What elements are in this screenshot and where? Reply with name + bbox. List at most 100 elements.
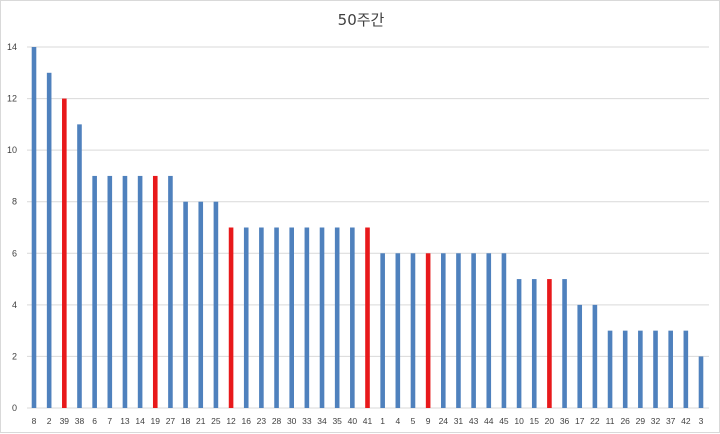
- bar-34: [319, 227, 325, 408]
- x-tick-label: 15: [530, 416, 540, 426]
- y-tick-label: 8: [12, 197, 17, 207]
- bar-12: [228, 227, 234, 408]
- bar-36: [562, 279, 567, 408]
- x-tick-label: 10: [514, 416, 524, 426]
- bar-18: [183, 201, 188, 408]
- bar-43: [471, 253, 476, 408]
- bar-37: [668, 330, 673, 408]
- x-tick-label: 29: [636, 416, 646, 426]
- x-tick-label: 1: [380, 416, 385, 426]
- bar-41: [365, 227, 370, 408]
- bar-45: [501, 253, 507, 408]
- x-tick-label: 31: [454, 416, 464, 426]
- y-tick-label: 14: [7, 42, 17, 52]
- chart-title: 50주간: [337, 11, 385, 29]
- bar-23: [259, 227, 264, 408]
- x-tick-label: 17: [575, 416, 585, 426]
- bar-21: [198, 201, 204, 408]
- bar-33: [304, 227, 310, 408]
- x-tick-label: 7: [107, 416, 112, 426]
- x-tick-label: 5: [411, 416, 416, 426]
- bar-13: [122, 175, 128, 408]
- x-tick-label: 33: [302, 416, 312, 426]
- x-tick-label: 19: [151, 416, 161, 426]
- x-tick-label: 13: [120, 416, 130, 426]
- x-tick-label: 34: [317, 416, 327, 426]
- x-tick-label: 30: [287, 416, 297, 426]
- bar-40: [350, 227, 355, 408]
- x-tick-label: 8: [32, 416, 37, 426]
- bar-1: [380, 253, 385, 408]
- bar-2: [46, 72, 52, 408]
- x-tick-label: 39: [60, 416, 70, 426]
- bar-29: [638, 330, 643, 408]
- x-tick-label: 43: [469, 416, 479, 426]
- x-tick-label: 14: [135, 416, 145, 426]
- x-tick-label: 27: [166, 416, 176, 426]
- bar-19: [152, 175, 158, 408]
- x-tick-label: 3: [699, 416, 704, 426]
- bar-10: [516, 279, 522, 408]
- x-tick-label: 20: [545, 416, 555, 426]
- x-tick-label: 24: [439, 416, 449, 426]
- bar-28: [274, 227, 279, 408]
- x-tick-label: 36: [560, 416, 570, 426]
- bar-4: [395, 253, 401, 408]
- y-tick-label: 12: [7, 94, 17, 104]
- bar-8: [31, 47, 37, 408]
- bar-25: [213, 201, 219, 408]
- bar-32: [653, 330, 658, 408]
- bar-20: [547, 279, 552, 408]
- x-tick-label: 16: [241, 416, 251, 426]
- bar-35: [334, 227, 340, 408]
- bar-26: [622, 330, 628, 408]
- x-tick-label: 45: [499, 416, 509, 426]
- x-tick-label: 22: [590, 416, 600, 426]
- y-tick-label: 0: [12, 403, 17, 413]
- x-tick-label: 42: [681, 416, 691, 426]
- y-tick-label: 4: [12, 300, 17, 310]
- x-tick-label: 18: [181, 416, 191, 426]
- y-tick-label: 6: [12, 248, 17, 258]
- x-tick-label: 4: [395, 416, 400, 426]
- bar-3: [698, 356, 704, 408]
- bar-6: [92, 175, 97, 408]
- bar-44: [486, 253, 492, 408]
- x-tick-label: 28: [272, 416, 282, 426]
- x-tick-label: 9: [426, 416, 431, 426]
- bar-38: [77, 124, 82, 409]
- x-tick-label: 11: [606, 416, 615, 426]
- x-tick-label: 38: [75, 416, 85, 426]
- x-tick-label: 25: [211, 416, 221, 426]
- bar-15: [531, 279, 537, 408]
- y-tick-label: 2: [12, 351, 17, 361]
- x-tick-label: 37: [666, 416, 676, 426]
- bar-7: [107, 175, 113, 408]
- bar-5: [410, 253, 416, 408]
- x-tick-label: 2: [47, 416, 52, 426]
- x-tick-label: 35: [332, 416, 342, 426]
- bar-31: [456, 253, 461, 408]
- bar-17: [577, 304, 583, 408]
- bar-24: [441, 253, 446, 408]
- bar-42: [683, 330, 689, 408]
- x-tick-label: 26: [620, 416, 630, 426]
- bar-16: [243, 227, 249, 408]
- x-tick-label: 40: [348, 416, 358, 426]
- bar-30: [289, 227, 294, 408]
- bar-22: [592, 304, 598, 408]
- bar-9: [425, 253, 431, 408]
- x-tick-label: 6: [92, 416, 97, 426]
- x-tick-label: 44: [484, 416, 494, 426]
- bar-14: [137, 175, 143, 408]
- bar-11: [607, 330, 613, 408]
- x-tick-label: 41: [363, 416, 373, 426]
- x-tick-label: 23: [257, 416, 267, 426]
- x-tick-label: 32: [651, 416, 661, 426]
- x-tick-label: 21: [196, 416, 206, 426]
- x-tick-label: 12: [226, 416, 236, 426]
- y-tick-label: 10: [7, 145, 17, 155]
- bar-27: [168, 175, 173, 408]
